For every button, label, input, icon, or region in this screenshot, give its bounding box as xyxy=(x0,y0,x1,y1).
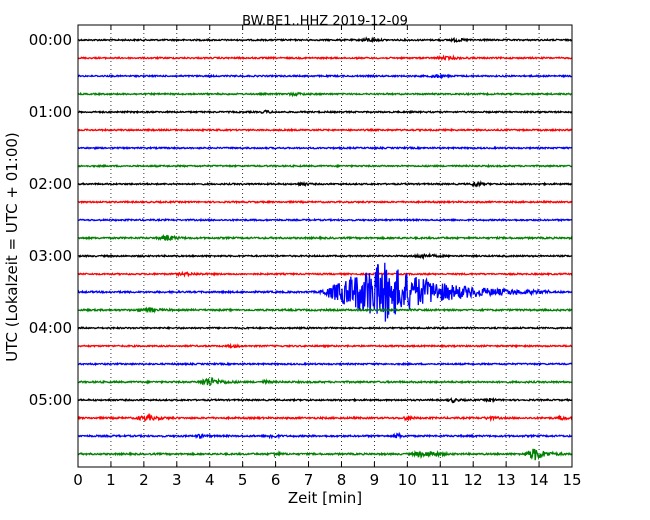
trace-05:45 xyxy=(77,448,573,461)
y-axis-label: UTC (Lokalzeit = UTC + 01:00) xyxy=(3,132,21,362)
gridlines xyxy=(110,25,540,467)
y-tick-label: 01:00 xyxy=(29,103,72,121)
trace-02:45 xyxy=(77,233,573,242)
trace-05:15 xyxy=(77,412,573,423)
trace-05:30 xyxy=(77,431,573,440)
x-axis-label: Zeit [min] xyxy=(288,489,362,507)
trace-02:00 xyxy=(77,180,573,188)
trace-00:45 xyxy=(77,91,573,98)
x-tick-label: 13 xyxy=(497,471,516,489)
x-tick-label: 11 xyxy=(431,471,450,489)
trace-03:15 xyxy=(77,270,573,278)
trace-02:15 xyxy=(77,199,573,205)
plot-frame xyxy=(77,24,573,468)
trace-02:30 xyxy=(77,217,573,223)
trace-04:15 xyxy=(77,342,573,349)
trace-00:00 xyxy=(77,36,573,44)
trace-03:00 xyxy=(77,252,573,261)
x-tick-label: 3 xyxy=(172,471,182,489)
x-tick-label: 10 xyxy=(398,471,417,489)
x-tick-label: 1 xyxy=(106,471,116,489)
trace-00:30 xyxy=(77,73,573,80)
y-tick-label: 02:00 xyxy=(29,175,72,193)
x-tick-label: 5 xyxy=(238,471,248,489)
x-tick-label: 8 xyxy=(337,471,347,489)
trace-01:15 xyxy=(77,127,573,133)
trace-03:45 xyxy=(78,306,573,314)
x-tick-label: 15 xyxy=(562,471,581,489)
trace-04:00 xyxy=(77,325,573,331)
y-tick-label: 04:00 xyxy=(29,319,72,337)
x-tick-label: 6 xyxy=(271,471,281,489)
trace-01:30 xyxy=(77,145,573,151)
x-tick-label: 12 xyxy=(464,471,483,489)
x-tick-label: 2 xyxy=(139,471,149,489)
x-axis: 0 1 2 3 4 5 6 7 8 9 10 11 12 13 14 15 xyxy=(73,25,582,489)
trace-04:30 xyxy=(77,361,573,367)
trace-01:00 xyxy=(77,109,573,115)
trace-05:00 xyxy=(77,396,573,404)
x-tick-label: 14 xyxy=(530,471,549,489)
y-tick-label: 05:00 xyxy=(29,391,72,409)
traces xyxy=(77,36,573,461)
trace-00:15 xyxy=(77,54,573,62)
trace-03:30 xyxy=(77,262,573,322)
chart-title: BW.BE1..HHZ 2019-12-09 xyxy=(242,14,408,29)
x-tick-label: 4 xyxy=(205,471,215,489)
y-axis: 00:00 01:00 02:00 03:00 04:00 05:00 xyxy=(29,31,572,409)
y-tick-label: 00:00 xyxy=(29,31,72,49)
trace-01:45 xyxy=(77,163,573,169)
trace-04:45 xyxy=(77,377,573,386)
x-tick-label: 0 xyxy=(73,471,83,489)
x-tick-label: 9 xyxy=(370,471,380,489)
x-tick-label: 7 xyxy=(304,471,314,489)
y-tick-label: 03:00 xyxy=(29,247,72,265)
